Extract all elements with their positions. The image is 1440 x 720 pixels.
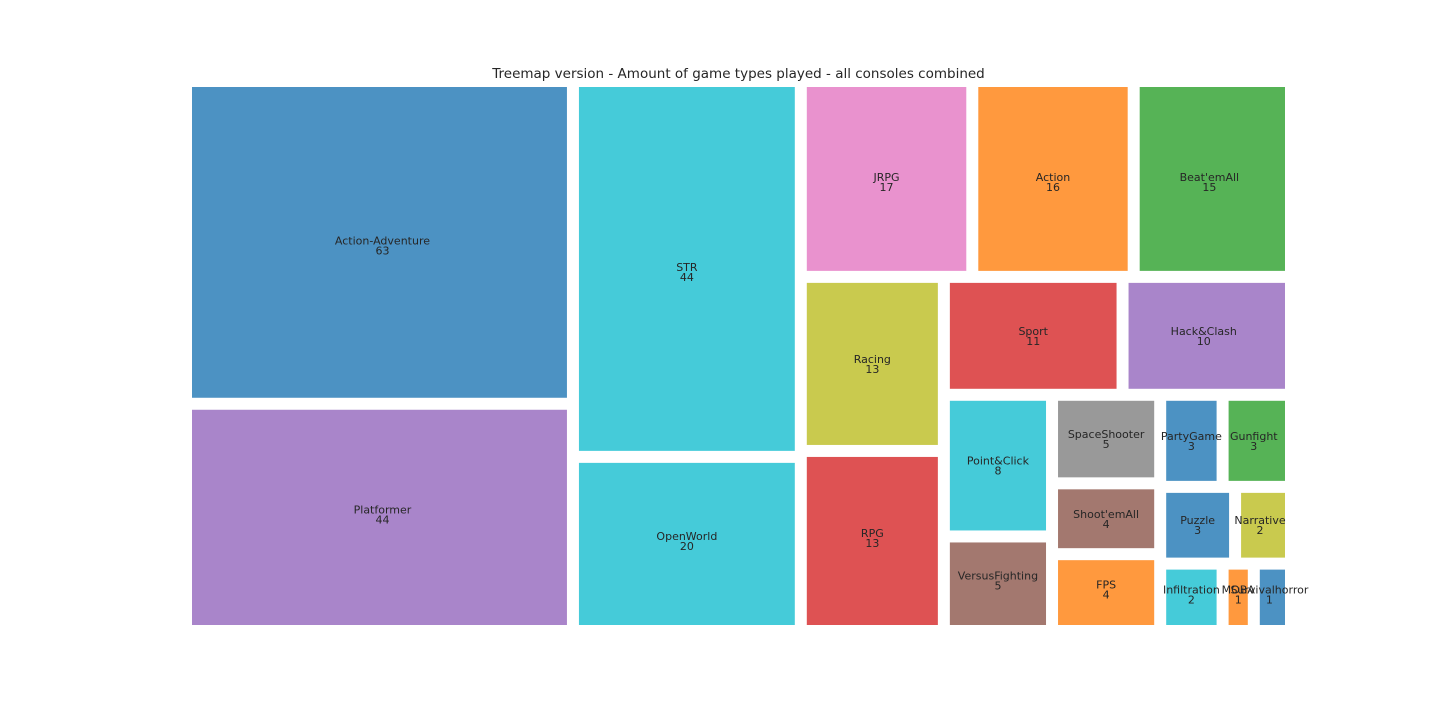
treemap-label-openworld: OpenWorld [656,530,717,543]
treemap-label-point-click: Point&Click [967,455,1030,468]
treemap-value-spaceshooter: 5 [1103,438,1110,451]
treemap-rect-fps [1058,560,1155,625]
treemap-value-shoot-emall: 4 [1103,518,1110,531]
treemap-rect-beat-emall [1139,87,1285,271]
treemap-label-shoot-emall: Shoot'emAll [1073,508,1139,521]
treemap-rect-openworld [578,462,795,625]
treemap-rect-narrative [1241,492,1285,558]
treemap-value-narrative: 2 [1257,524,1264,537]
treemap-value-str: 44 [680,271,694,284]
treemap-label-infiltration: Infiltration [1163,583,1220,596]
treemap-value-platformer: 44 [375,513,389,526]
treemap-rect-spaceshooter [1058,400,1155,478]
treemap-value-partygame: 3 [1188,440,1195,453]
treemap-label-gunfight: Gunfight [1230,430,1278,443]
treemap-value-gunfight: 3 [1250,440,1257,453]
treemap-label-puzzle: Puzzle [1180,514,1215,527]
treemap-rect-action [978,87,1128,271]
treemap-rect-point-click [949,400,1047,531]
treemap-value-action: 16 [1046,181,1060,194]
treemap-value-openworld: 20 [680,540,694,553]
treemap-rect-versusfighting [949,542,1047,625]
treemap-value-puzzle: 3 [1194,524,1201,537]
treemap-rect-shoot-emall [1058,489,1155,549]
treemap-value-beat-emall: 15 [1202,181,1216,194]
treemap-value-jrpg: 17 [880,181,894,194]
treemap-label-fps: FPS [1096,579,1116,592]
treemap-label-narrative: Narrative [1234,514,1285,527]
treemap-rect-moba [1228,569,1248,625]
treemap-label-versusfighting: VersusFighting [958,570,1038,583]
treemap-value-fps: 4 [1103,589,1110,602]
treemap-rect-jrpg [806,87,967,271]
treemap-label-action: Action [1036,171,1070,184]
treemap-rect-partygame [1166,400,1217,481]
treemap-rect-rpg [806,456,938,625]
treemap-value-versusfighting: 5 [994,580,1001,593]
treemap-rect-survivalhorror [1259,569,1285,625]
treemap-label-str: STR [676,261,698,274]
treemap-value-hack-clash: 10 [1197,335,1211,348]
treemap-value-rpg: 13 [865,537,879,550]
treemap-label-sport: Sport [1018,325,1048,338]
treemap-label-racing: Racing [854,353,891,366]
treemap-label-jrpg: JRPG [873,171,900,184]
treemap-label-partygame: PartyGame [1161,430,1222,443]
treemap-rect-gunfight [1228,400,1285,481]
treemap-value-action-adventure: 63 [375,244,389,257]
treemap-value-moba: 1 [1235,593,1242,606]
treemap-label-spaceshooter: SpaceShooter [1068,428,1145,441]
treemap-rect-hack-clash [1128,282,1285,389]
treemap-label-platformer: Platformer [354,503,412,516]
treemap-value-sport: 11 [1026,335,1040,348]
treemap-label-action-adventure: Action-Adventure [335,234,430,247]
treemap-label-rpg: RPG [861,527,884,540]
treemap-label-beat-emall: Beat'emAll [1180,171,1240,184]
treemap-value-point-click: 8 [994,465,1001,478]
treemap-rect-str [578,87,795,451]
treemap-rect-infiltration [1166,569,1217,625]
treemap-rect-action-adventure [192,87,567,398]
treemap-rect-racing [806,282,938,445]
treemap-value-racing: 13 [865,363,879,376]
treemap-rect-puzzle [1166,492,1230,558]
treemap-value-survivalhorror: 1 [1266,593,1273,606]
treemap-value-infiltration: 2 [1188,593,1195,606]
treemap-rect-sport [949,282,1117,389]
treemap-label-survivalhorror: Survivalhorror [1230,583,1308,596]
treemap-label-hack-clash: Hack&Clash [1171,325,1237,338]
treemap-label-moba: MOBA [1222,583,1256,596]
chart-title: Treemap version - Amount of game types p… [492,66,985,82]
treemap-rect-platformer [192,409,567,625]
